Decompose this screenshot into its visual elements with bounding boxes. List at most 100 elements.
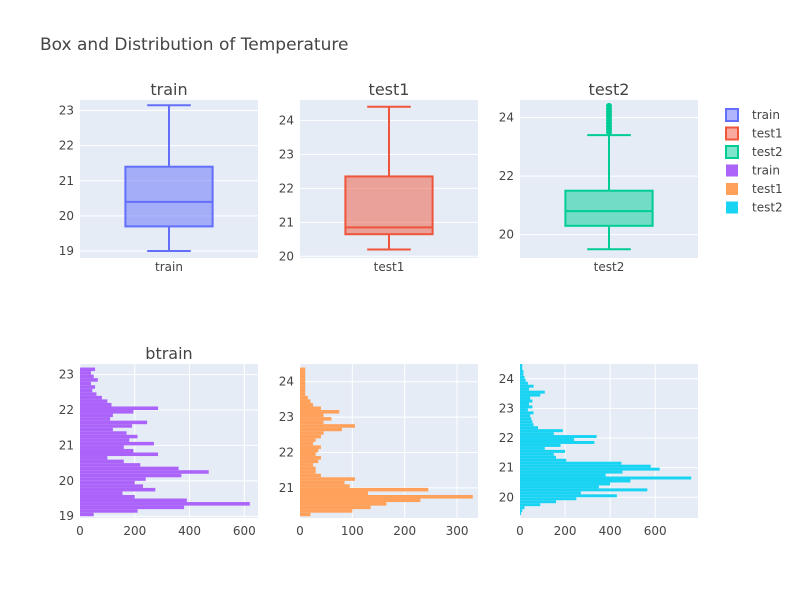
histogram-bar[interactable] <box>520 497 577 501</box>
histogram-bar[interactable] <box>300 420 324 425</box>
histogram-bar[interactable] <box>300 512 311 517</box>
histogram-bar[interactable] <box>300 477 355 481</box>
histogram-bar[interactable] <box>80 463 141 467</box>
legend-item-train-hist[interactable]: train <box>726 164 780 178</box>
histogram-bar[interactable] <box>300 459 319 464</box>
legend-item-test2-hist[interactable]: test2 <box>726 201 783 215</box>
histogram-bar[interactable] <box>80 459 124 464</box>
histogram-bar[interactable] <box>520 423 534 427</box>
histogram-bar[interactable] <box>80 427 113 432</box>
histogram-bar[interactable] <box>300 473 321 478</box>
histogram-bar[interactable] <box>80 487 156 492</box>
histogram-bar[interactable] <box>300 491 369 495</box>
histogram-bar[interactable] <box>300 424 355 428</box>
histogram-bar[interactable] <box>520 479 631 483</box>
histogram-bar[interactable] <box>80 434 138 439</box>
histogram-bar[interactable] <box>520 375 525 379</box>
histogram-bar[interactable] <box>520 438 575 441</box>
histogram-bar[interactable] <box>300 466 316 471</box>
histogram-bar[interactable] <box>300 463 314 467</box>
histogram-bar[interactable] <box>80 502 250 506</box>
histogram-bar[interactable] <box>80 406 159 411</box>
histogram-bar[interactable] <box>520 446 545 450</box>
histogram-bar[interactable] <box>300 456 321 460</box>
histogram-bar[interactable] <box>520 381 528 385</box>
box-test2[interactable] <box>564 102 654 251</box>
histogram-bar[interactable] <box>80 402 112 407</box>
histogram-bar[interactable] <box>80 388 93 393</box>
histogram-bar[interactable] <box>80 413 113 418</box>
histogram-bar[interactable] <box>520 452 554 456</box>
histogram-bar[interactable] <box>520 387 530 391</box>
histogram-bar[interactable] <box>80 484 143 488</box>
legend-item-test2-box[interactable]: test2 <box>725 145 783 159</box>
histogram-bar[interactable] <box>80 441 154 446</box>
histogram-bar[interactable] <box>300 392 306 396</box>
histogram-bar[interactable] <box>520 366 523 370</box>
histogram-bar[interactable] <box>520 402 530 406</box>
histogram-bar[interactable] <box>300 374 306 379</box>
histogram-bar[interactable] <box>300 413 324 418</box>
histogram-bar[interactable] <box>300 438 316 442</box>
histogram-bar[interactable] <box>300 367 306 372</box>
histogram-bar[interactable] <box>520 464 651 468</box>
histogram-bar[interactable] <box>520 372 524 376</box>
histogram-bar[interactable] <box>300 378 306 382</box>
histogram-bar[interactable] <box>80 381 91 386</box>
histogram-bar[interactable] <box>80 452 159 457</box>
histogram-bar[interactable] <box>300 452 316 457</box>
histogram-bar[interactable] <box>520 364 523 367</box>
histogram-bar[interactable] <box>520 405 533 409</box>
histogram-bar[interactable] <box>520 399 533 403</box>
histogram-bar[interactable] <box>80 424 133 428</box>
histogram-bar[interactable] <box>80 480 135 485</box>
histogram-bar[interactable] <box>520 509 523 513</box>
histogram-bar[interactable] <box>520 396 531 400</box>
histogram-bar[interactable] <box>300 399 311 403</box>
histogram-bar[interactable] <box>300 427 342 432</box>
histogram-bar[interactable] <box>80 494 135 499</box>
histogram-bar[interactable] <box>80 512 94 517</box>
histogram-bar[interactable] <box>80 417 111 421</box>
histogram-bar[interactable] <box>300 371 306 375</box>
histogram-bar[interactable] <box>300 395 308 400</box>
histogram-bar[interactable] <box>80 498 187 503</box>
box-test1[interactable] <box>344 105 434 251</box>
histogram-bar[interactable] <box>300 385 306 389</box>
legend[interactable]: train test1 test2 train test1 test2 <box>725 108 783 215</box>
histogram-bar[interactable] <box>80 374 94 379</box>
box-train[interactable] <box>124 104 214 252</box>
legend-item-train-box[interactable]: train <box>725 108 780 122</box>
histogram-bar[interactable] <box>520 461 622 465</box>
histogram-bar[interactable] <box>80 491 123 495</box>
outlier-point[interactable] <box>606 102 612 109</box>
histogram-bar[interactable] <box>80 448 134 453</box>
histogram-bar[interactable] <box>520 432 554 436</box>
histogram-bar[interactable] <box>300 434 321 439</box>
histogram-bar[interactable] <box>300 406 321 411</box>
histogram-bar[interactable] <box>300 505 371 510</box>
histogram-bar[interactable] <box>520 455 557 459</box>
histogram-bar[interactable] <box>80 371 91 375</box>
histogram-bar[interactable] <box>300 487 429 492</box>
histogram-bar[interactable] <box>520 435 597 439</box>
histogram-bar[interactable] <box>520 458 567 462</box>
histogram-bar[interactable] <box>80 395 102 400</box>
histogram-bar[interactable] <box>80 399 108 403</box>
histogram-bar[interactable] <box>300 498 421 503</box>
histogram-bar[interactable] <box>300 431 324 435</box>
histogram-bar[interactable] <box>520 369 524 373</box>
histogram-bar[interactable] <box>300 441 314 446</box>
histogram-bar[interactable] <box>80 445 124 449</box>
histogram-bar[interactable] <box>520 417 532 421</box>
histogram-bar[interactable] <box>520 494 617 498</box>
histogram-bar[interactable] <box>80 509 138 513</box>
histogram-bar[interactable] <box>520 473 606 477</box>
histogram-bar[interactable] <box>80 385 96 389</box>
histogram-bar[interactable] <box>520 414 531 418</box>
histogram-bar[interactable] <box>80 378 98 382</box>
histogram-bar[interactable] <box>300 480 345 485</box>
histogram-bar[interactable] <box>520 426 539 430</box>
histogram-bar[interactable] <box>80 473 182 478</box>
histogram-bar[interactable] <box>520 390 545 394</box>
